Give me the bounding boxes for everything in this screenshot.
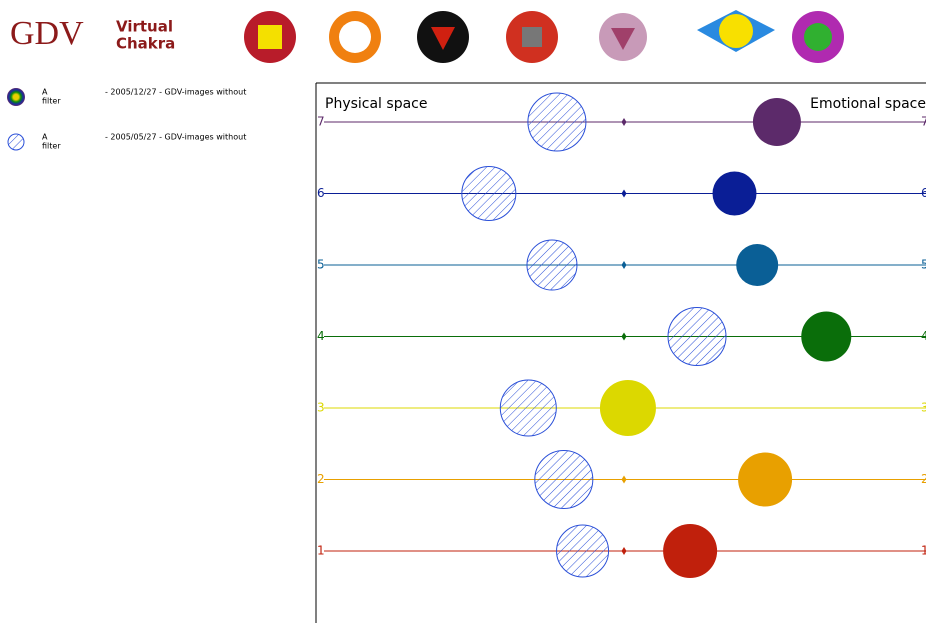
chakra-circle [667,307,727,366]
chakra-circle [752,98,801,146]
left-label: Physical space [325,96,427,112]
center-marker [621,332,627,341]
chakra-circle [801,311,852,362]
chakra-circle [556,524,610,578]
level-label: 5 [921,258,926,272]
brand: Chakra [116,35,175,53]
chakra-circle [599,380,656,436]
legend-name: A [42,133,48,142]
level-label: 3 [317,401,325,415]
center-marker [621,261,627,269]
chakra-circle [527,92,587,152]
level-label: 6 [921,186,926,200]
level-label: 1 [317,544,325,558]
level-label: 7 [317,115,325,129]
level-label: 6 [317,186,325,200]
legend-label: - 2005/12/27 - GDV-images without [105,88,246,97]
level-label: 3 [921,401,926,415]
legend-label: - 2005/05/27 - GDV-images without [105,133,246,142]
level-label: 2 [317,472,325,486]
level-label: 7 [921,115,926,129]
center-marker [621,475,627,484]
chakra-circle [499,379,557,437]
legend-icon [7,88,25,106]
level-label: 4 [317,329,325,343]
chakra-icons [244,10,844,63]
center-marker [621,118,627,126]
chakra-circle [712,171,757,216]
chakra-circle [534,450,594,509]
level-label: 1 [921,544,926,558]
center-marker [621,189,627,198]
level-label: 5 [317,258,325,272]
level-label: 4 [921,329,926,343]
chakra-circle [526,239,578,291]
legend-name: A [42,88,48,97]
legend-icon [7,133,25,151]
chakra-circle [738,452,793,507]
center-marker [621,547,627,555]
legend-name: filter [42,97,61,106]
right-label: Emotional space [810,96,926,112]
logo: GDV [10,15,84,52]
brand: Virtual [116,18,173,36]
legend-name: filter [42,142,61,151]
chakra-circle [736,244,779,286]
chakra-circle [663,524,718,578]
level-label: 2 [921,472,926,486]
chakra-circle [461,166,517,221]
